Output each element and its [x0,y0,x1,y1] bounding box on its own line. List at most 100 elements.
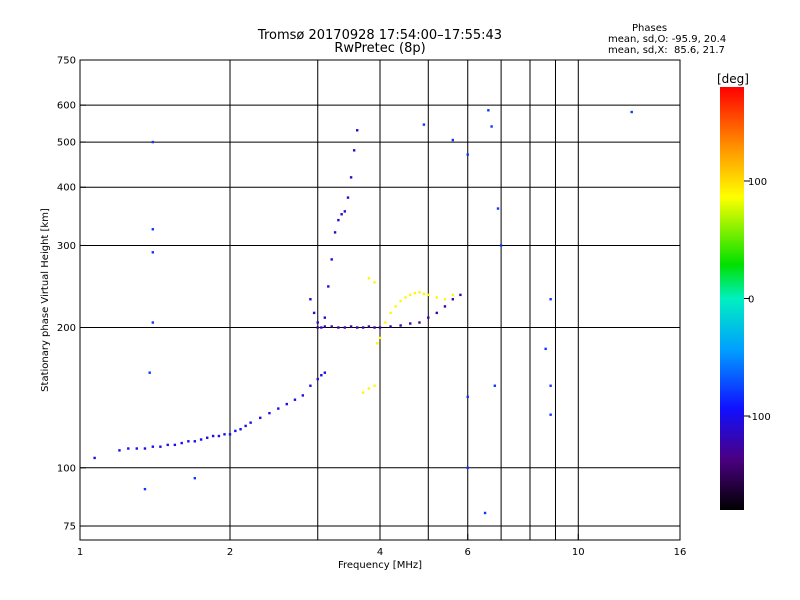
y-tick-label: 600 [57,101,76,112]
data-point [413,291,417,295]
data-point [309,384,312,387]
colorbar-tick-label: 0 [748,295,754,306]
x-tick-label: 4 [377,547,383,558]
data-point [466,395,469,399]
data-point [316,321,319,324]
data-point [352,149,356,152]
data-point [418,291,421,294]
data-point [285,402,288,406]
x-tick-label: 16 [674,547,687,558]
data-point [451,298,455,301]
data-point [435,311,438,315]
data-point [343,210,347,213]
data-point [490,125,493,128]
data-point [443,305,447,308]
data-point [373,281,376,284]
data-point [268,411,271,415]
data-point [378,326,382,329]
data-point [151,445,155,448]
data-point [451,138,455,142]
data-point [549,384,552,387]
data-point [312,311,316,315]
data-point [205,436,209,439]
data-points [93,109,633,515]
data-point [422,292,426,296]
data-point [499,244,503,247]
data-point [223,433,226,436]
data-point [459,293,462,297]
data-point [166,443,169,447]
data-point [316,377,319,381]
data-point [127,447,130,450]
data-point [249,421,252,424]
data-point [443,298,447,301]
data-point [323,316,327,319]
x-axis: 1 2 4 6 10 16 [77,534,687,558]
y-tick-label: 300 [57,241,76,252]
colorbar-ticks: 100 0 -100 [744,177,771,423]
colorbar-tick-label: -100 [748,412,771,423]
y-tick-label: 75 [63,522,76,533]
y-axis: 75 100 200 300 400 500 600 750 [57,56,86,533]
x-axis-label: Frequency [MHz] [338,560,422,571]
data-point [422,123,426,126]
data-point [349,176,353,179]
data-point [340,213,343,216]
data-point [451,293,455,297]
data-point [211,434,215,438]
data-point [118,449,121,452]
data-point [355,129,359,132]
data-point [143,447,147,450]
data-point [135,447,138,450]
data-point [337,326,340,329]
data-point [409,322,412,325]
phases-line-x: mean, sd,X: 85.6, 21.7 [608,45,725,56]
data-point [330,258,333,261]
data-point [427,316,430,319]
data-point [259,416,262,420]
data-point [367,325,371,328]
data-point [320,374,323,377]
phases-heading: Phases [632,23,668,34]
data-point [373,326,376,329]
y-tick-label: 500 [57,138,76,149]
data-point [367,387,371,390]
data-point [148,371,151,374]
y-tick-label: 200 [57,323,76,334]
data-point [173,443,177,447]
data-point [239,428,242,431]
data-point [389,311,392,315]
phases-line-o: mean, sd,O: -95.9, 20.4 [608,34,727,45]
data-point [493,384,497,387]
data-point [378,336,382,340]
y-tick-label: 100 [57,463,76,474]
colorbar [720,87,744,510]
data-point [399,299,402,303]
data-point [361,326,365,329]
data-point [159,445,162,448]
data-point [93,456,96,460]
data-point [193,440,197,443]
data-point [217,434,221,438]
data-point [301,394,305,397]
x-tick-label: 10 [572,547,585,558]
data-point [199,438,203,441]
data-point [320,326,323,329]
y-axis-label: Stationary phase Virtual Height [km] [40,208,51,392]
data-point [496,207,500,210]
data-point [277,407,280,410]
colorbar-label: [deg] [717,72,749,86]
data-point [367,277,371,280]
data-point [151,228,155,231]
data-point [544,347,547,351]
data-point [309,298,312,301]
data-point [361,391,365,394]
data-point [384,321,387,324]
data-point [330,325,333,328]
data-point [355,326,359,329]
data-point [293,398,297,401]
grid [80,60,680,540]
data-point [151,140,155,144]
data-point [549,413,552,416]
